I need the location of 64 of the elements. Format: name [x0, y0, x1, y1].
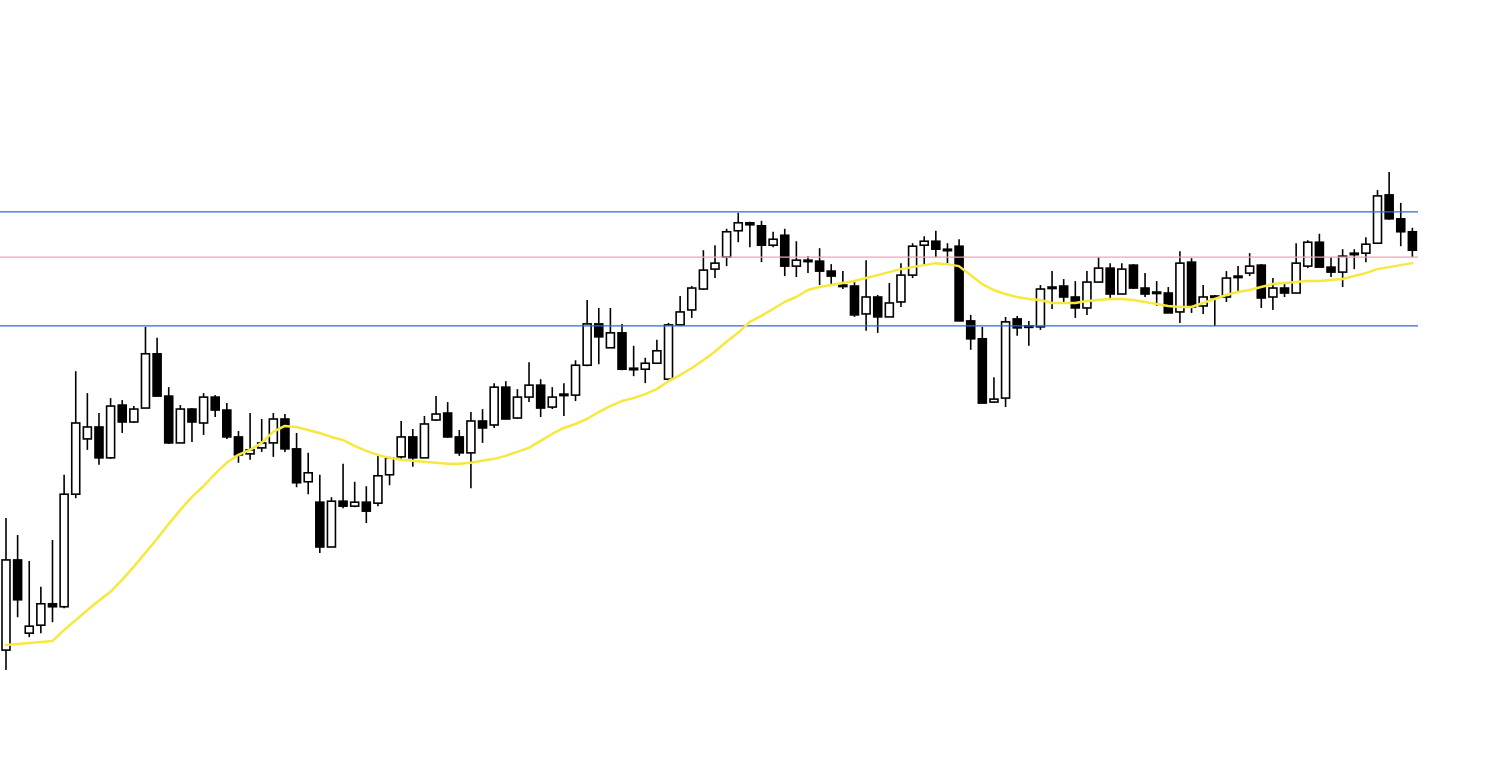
candlestick — [605, 307, 616, 349]
candlestick — [803, 255, 813, 274]
candlestick — [1337, 248, 1348, 288]
candlestick — [1151, 280, 1162, 307]
candlestick — [349, 480, 360, 508]
candlestick — [1268, 277, 1278, 311]
candlestick — [593, 307, 604, 366]
candlestick — [884, 282, 895, 318]
candlestick — [547, 386, 558, 410]
candlestick — [1407, 226, 1418, 258]
candlestick — [454, 429, 465, 457]
candlestick — [1384, 172, 1394, 221]
candlestick — [477, 408, 488, 444]
candlestick — [1244, 252, 1255, 277]
candlestick — [872, 294, 883, 334]
candlestick — [431, 395, 441, 422]
candlestick — [965, 314, 976, 351]
candlestick — [535, 378, 546, 418]
candlestick — [1395, 202, 1406, 247]
candlestick — [1058, 278, 1069, 303]
candlestick — [24, 560, 35, 638]
candlestick — [1093, 256, 1104, 283]
candlestick — [640, 356, 651, 384]
candlestick — [1349, 248, 1360, 270]
candlestick — [698, 249, 709, 291]
candlestick — [1047, 270, 1057, 310]
candlestick — [396, 420, 406, 460]
candlestick — [733, 212, 744, 244]
candlestick — [686, 285, 697, 319]
candlestick — [756, 220, 767, 263]
candlestick — [1128, 263, 1139, 290]
candlestick — [919, 235, 930, 266]
candlestick — [1302, 239, 1313, 269]
candlestick — [408, 428, 418, 468]
candlestick — [628, 345, 639, 377]
candlestick — [442, 401, 453, 439]
candlestick — [47, 539, 58, 623]
candlestick — [82, 392, 93, 451]
candlestick — [931, 229, 941, 258]
candlestick — [791, 240, 802, 278]
candlestick — [36, 586, 46, 634]
candlestick — [117, 399, 128, 434]
candlestick — [210, 394, 221, 418]
candlestick — [187, 407, 197, 443]
candlestick — [989, 376, 999, 404]
candlestick — [524, 361, 534, 403]
candlestick — [675, 295, 685, 327]
candlestick — [814, 247, 825, 286]
candlestick — [1140, 272, 1150, 298]
candlestick — [303, 452, 313, 496]
candlestick — [338, 463, 348, 509]
candlestick — [512, 388, 523, 420]
candlestick — [745, 221, 755, 248]
candlestick — [361, 485, 372, 524]
candlestick — [1326, 256, 1336, 278]
candlestick — [1163, 286, 1174, 314]
candlestick — [942, 242, 953, 265]
candlestick — [861, 259, 871, 332]
candlestick — [1361, 236, 1371, 263]
candlestick — [710, 244, 720, 279]
candlestick — [1233, 265, 1243, 293]
candlestick — [652, 339, 662, 365]
candlestick — [838, 270, 848, 290]
candlestick — [559, 382, 569, 417]
